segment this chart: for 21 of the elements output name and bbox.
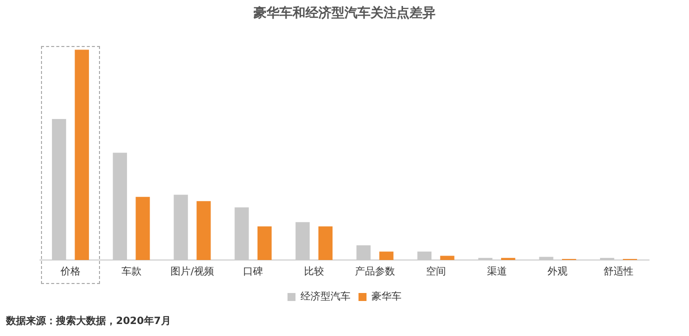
x-tick-label: 渠道 [486, 266, 507, 278]
chart-title: 豪华车和经济型汽车关注点差异 [252, 5, 436, 22]
source-note: 数据来源：搜索大数据，2020年7月 [6, 314, 171, 328]
bar [257, 226, 272, 260]
x-tick-label: 舒适性 [604, 266, 634, 278]
x-tick-label: 图片/视频 [170, 266, 214, 278]
bar [440, 256, 454, 260]
x-tick-label: 比较 [304, 266, 324, 278]
x-tick-label: 产品参数 [354, 266, 395, 278]
x-tick-label: 外观 [548, 266, 568, 278]
bar [74, 50, 89, 260]
x-tick-label: 车款 [121, 266, 142, 278]
x-tick-label: 空间 [426, 266, 446, 278]
legend-label: 豪华车 [372, 290, 402, 303]
x-tick-label: 价格 [59, 266, 80, 278]
legend-label: 经济型汽车 [300, 290, 350, 303]
bar [379, 252, 394, 260]
x-tick-label: 口碑 [243, 266, 264, 278]
bar [196, 201, 211, 260]
bar [136, 196, 150, 260]
bar [318, 226, 333, 260]
